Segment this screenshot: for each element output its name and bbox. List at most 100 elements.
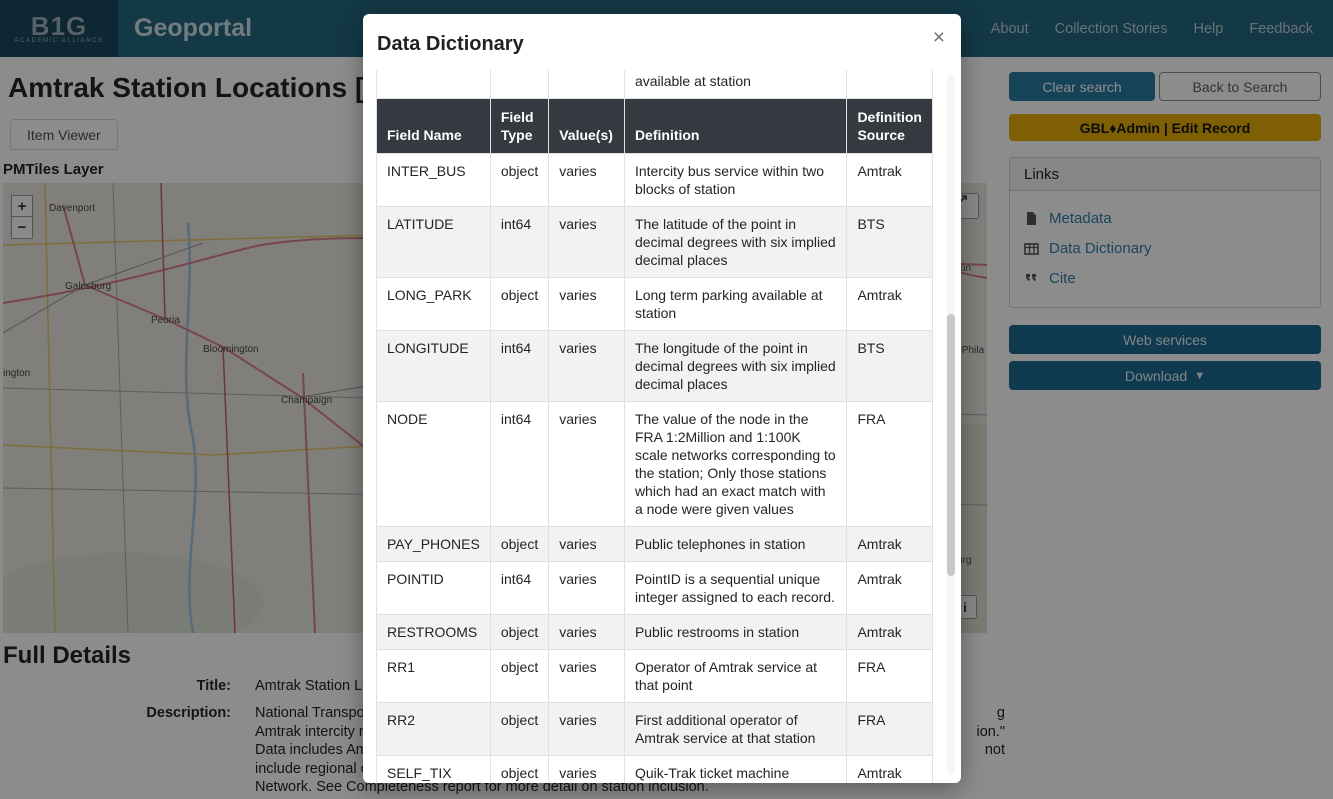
table-cell: PointID is a sequential unique integer a… [623, 561, 848, 615]
title-label: Title: [196, 678, 231, 694]
description-line: Data includes Amtr not [255, 742, 1005, 758]
map-city-label: Galesburg [65, 281, 112, 292]
table-row: SELF_TIX object varies Quik-Trak ticket mac… [376, 755, 933, 783]
table-cell: Amtrak [846, 277, 933, 331]
table-row: NODE int64 varies The value of the node in … [376, 401, 933, 527]
table-cell: int64 [489, 561, 550, 615]
map-city-label: Bloomington [203, 344, 259, 355]
table-cell: FRA [846, 649, 933, 703]
table-cell: object [489, 153, 550, 207]
table-cell: Amtrak [846, 153, 933, 207]
table-cell: object [489, 649, 550, 703]
pmtiles-layer-label: PMTiles Layer [3, 161, 104, 178]
zoom-in-button[interactable]: + [11, 195, 33, 217]
link-label: Data Dictionary [1049, 239, 1152, 257]
description-line: National Transporta g [255, 705, 1005, 721]
file-icon [1027, 211, 1036, 225]
table-row: RR1 object varies Operator of Amtrak servic… [376, 649, 933, 703]
map-city-label: ington [3, 368, 31, 379]
table-cell: BTS [846, 330, 933, 402]
table-cell: LATITUDE [376, 206, 491, 278]
table-row: LONG_PARK object varies Long term parking a… [376, 277, 933, 331]
column-header-field-name: Field Name [376, 98, 491, 154]
link-cite[interactable]: Cite [1024, 263, 1306, 293]
modal-scrollbar-track[interactable] [947, 74, 955, 775]
download-button[interactable]: Download ▼ [1009, 361, 1321, 390]
table-cell: Amtrak [846, 561, 933, 615]
data-dictionary-modal: Data Dictionary × available at station F… [363, 14, 961, 783]
table-row: PAY_PHONES object varies Public telephones … [376, 526, 933, 562]
back-to-search-button[interactable]: Back to Search [1159, 72, 1321, 101]
table-cell: Public telephones in station [623, 526, 848, 562]
link-metadata[interactable]: Metadata [1024, 203, 1306, 233]
description-value: National Transporta g Amtrak intercity rai… [255, 704, 1005, 797]
links-card: Links Metadata Data Dictionary [1009, 157, 1321, 308]
table-row: INTER_BUS object varies Intercity bus servi… [376, 153, 933, 207]
table-cell: Public restrooms in station [623, 614, 848, 650]
table-header-row: Field Name Field Type Value(s) Definitio… [376, 98, 933, 154]
dictionary-table-viewport: available at station Field Name Field Ty… [363, 70, 939, 783]
clear-search-button[interactable]: Clear search [1009, 72, 1155, 101]
table-cell: NODE [376, 401, 491, 527]
table-cell: Operator of Amtrak service at that point [623, 649, 848, 703]
table-cell: INTER_BUS [376, 153, 491, 207]
table-cell: Intercity bus service within two blocks … [623, 153, 848, 207]
nav-link-help[interactable]: Help [1193, 20, 1224, 37]
b1g-logo[interactable]: B1G ACADEMIC ALLIANCE [0, 0, 118, 57]
table-cell: First additional operator of Amtrak serv… [623, 702, 848, 756]
table-row: RESTROOMS object varies Public restrooms in… [376, 614, 933, 650]
map-city-label: Champaign [281, 395, 333, 406]
table-cell: varies [548, 153, 625, 207]
full-details-heading: Full Details [3, 642, 132, 669]
table-cell: The value of the node in the FRA 1:2Mill… [623, 401, 848, 527]
web-services-button[interactable]: Web services [1009, 325, 1321, 354]
table-cell: varies [548, 330, 625, 402]
modal-title: Data Dictionary [377, 33, 524, 55]
table-cell: RR1 [376, 649, 491, 703]
table-cell: object [489, 526, 550, 562]
table-cell: varies [548, 614, 625, 650]
table-cell: object [489, 614, 550, 650]
quote-icon [1026, 273, 1036, 281]
table-row: RR2 object varies First additional operator… [376, 702, 933, 756]
link-data-dictionary[interactable]: Data Dictionary [1024, 233, 1306, 263]
tab-item-viewer[interactable]: Item Viewer [10, 119, 118, 150]
table-row: LONGITUDE int64 varies The longitude of the… [376, 330, 933, 402]
map-city-label: Peoria [151, 315, 180, 326]
table-cell: int64 [489, 206, 550, 278]
links-card-header: Links [1010, 158, 1320, 191]
admin-edit-record-button[interactable]: GBL♦Admin | Edit Record [1009, 114, 1321, 141]
table-cell: object [489, 702, 550, 756]
data-dictionary-table: available at station Field Name Field Ty… [376, 70, 933, 783]
nav-link-about[interactable]: About [990, 20, 1029, 37]
table-cell: Long term parking available at station [623, 277, 848, 331]
map-zoom-control: + − [11, 195, 33, 239]
close-icon[interactable]: × [932, 26, 945, 49]
column-header-field-type: Field Type [489, 98, 550, 154]
description-label: Description: [146, 705, 231, 721]
nav-link-collection-stories[interactable]: Collection Stories [1054, 20, 1168, 37]
map-city-label: Davenport [49, 203, 96, 214]
table-cell: BTS [846, 206, 933, 278]
table-cell: FRA [846, 702, 933, 756]
column-header-definition: Definition [623, 98, 848, 154]
partial-table-row: available at station [376, 70, 933, 99]
table-cell: object [489, 755, 550, 783]
description-line: Network. See Completeness report for mor… [255, 779, 709, 795]
zoom-out-button[interactable]: − [11, 217, 33, 239]
app-title[interactable]: Geoportal [134, 14, 253, 42]
column-header-values: Value(s) [548, 98, 625, 154]
modal-scrollbar-thumb[interactable] [947, 314, 955, 576]
dictionary-table-body: available at station Field Name Field Ty… [376, 70, 933, 783]
b1g-logo-text: B1G [30, 10, 88, 41]
column-header-definition-source: Definition Source [846, 98, 933, 154]
description-line: Amtrak intercity rai ion." [255, 723, 1005, 740]
table-cell: The longitude of the point in decimal de… [623, 330, 848, 402]
nav-link-feedback[interactable]: Feedback [1249, 20, 1313, 37]
b1g-logo-subtext: ACADEMIC ALLIANCE [14, 37, 104, 44]
table-cell: LONGITUDE [376, 330, 491, 402]
right-sidebar: Clear search Back to Search GBL♦Admin | … [1009, 72, 1321, 390]
table-cell: Amtrak [846, 755, 933, 783]
table-cell: RESTROOMS [376, 614, 491, 650]
detail-row-title: Title: Amtrak Station Loc [3, 677, 1005, 696]
